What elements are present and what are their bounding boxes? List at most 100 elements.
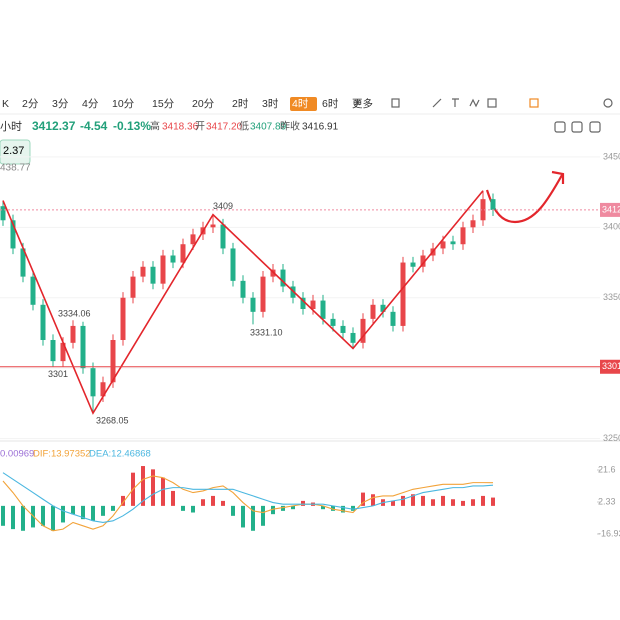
tool-icon[interactable] [487,98,497,108]
macd-bar [431,499,435,506]
period-tab[interactable]: 4分 [82,98,99,110]
period-active [290,97,317,111]
period-tab[interactable]: 3时 [262,98,279,110]
period-tab[interactable]: 15分 [152,98,175,110]
period-tab[interactable]: 20分 [192,98,215,110]
tooltip-value: 438.77 [0,163,31,174]
y-tick-label: 3350 [603,292,620,302]
macd-bar [441,495,445,506]
macd-bar [341,505,345,513]
macd-bar [71,505,75,515]
period-tab[interactable]: 6时 [322,98,339,110]
price-annotation: 3301 [48,369,68,379]
macd-bar [471,499,475,506]
quote-change-pct: -0.13% [113,119,151,133]
period-tab[interactable]: 2时 [232,98,249,110]
tooltip-box [0,139,31,165]
candle-body [30,276,36,305]
candle-body [170,255,176,263]
macd-bar [151,469,155,506]
candle-body [370,304,376,319]
macd-bar [101,505,105,516]
macd-bar [411,494,415,506]
macd-bar [111,505,115,511]
price-tag [600,202,620,217]
tool-icon[interactable] [571,121,583,133]
candle-body [120,297,126,340]
macd-bar [181,505,185,511]
tool-icon[interactable] [354,99,361,106]
macd-bar [361,492,365,506]
price-annotation: 3268.05 [96,416,129,426]
quote-change: -4.54 [80,119,108,133]
macd-bar [31,505,35,528]
candle-body [280,269,286,287]
y-tick-label: 3450 [603,151,620,161]
macd-bar [461,500,465,506]
y-tick-label: -16.93 [598,528,620,538]
macd-bar [1,505,5,526]
macd-legend: DEA:12.46868 [89,449,151,460]
macd-bar [451,499,455,506]
candle-body [10,220,16,249]
macd-line [2,475,494,532]
macd-bar [291,505,295,510]
y-tick-label: 3250 [603,433,620,443]
period-tab[interactable]: 更多 [352,97,373,110]
tool-icon[interactable] [529,98,539,108]
price-annotation: 3331.10 [250,328,283,338]
tool-icon[interactable] [469,98,480,108]
macd-bar [401,495,405,506]
candle-body [0,206,6,221]
tool-icon[interactable] [432,98,442,108]
candle-body [480,199,486,221]
macd-bar [211,495,215,506]
candle-body [20,248,26,277]
quote-high: 3418.36 [162,122,199,133]
macd-bar [121,495,125,506]
macd-bar [241,505,245,528]
quote-prev-label: 昨收 [280,120,300,133]
candle-body [380,304,386,312]
macd-bar [11,505,15,530]
period-tab[interactable]: 3分 [52,98,69,110]
quote-open: 3417.20 [206,122,243,133]
tool-icon[interactable] [603,98,613,108]
period-tab[interactable]: 10分 [112,98,135,110]
macd-bar [221,500,225,506]
y-tick-label: 3400 [603,222,620,232]
candle-body [60,342,66,362]
candle-body [260,276,266,312]
tool-icon[interactable] [589,121,601,133]
macd-bar [41,505,45,526]
period-tab[interactable]: 2分 [22,98,39,110]
macd-bar [21,505,25,531]
y-tick-label: 2.33 [598,496,616,506]
quote-name: 小时 [0,120,22,133]
candle-body [190,234,196,245]
candle-body [240,280,246,298]
candle-body [490,199,496,210]
candle-body [40,304,46,340]
quote-open-label: 开 [195,122,205,133]
tool-icon[interactable] [391,98,400,108]
candle-body [330,318,336,326]
macd-bar [271,505,275,515]
tool-icons [354,98,613,133]
candle-body [110,340,116,383]
period-tab[interactable]: K [2,98,9,110]
macd-bar [201,499,205,506]
macd-bar [91,505,95,521]
period-tab[interactable]: 4时 [292,98,309,110]
candle-body [420,255,426,267]
tool-icon[interactable] [554,121,566,133]
candle-body [90,368,96,397]
tool-icon[interactable] [452,98,459,107]
quote-low-label: 低 [239,120,249,133]
macd-bar [161,477,165,506]
macd-bar [191,505,195,513]
macd-bar [261,505,265,526]
price-tag [600,359,620,374]
macd-bar [51,505,55,531]
